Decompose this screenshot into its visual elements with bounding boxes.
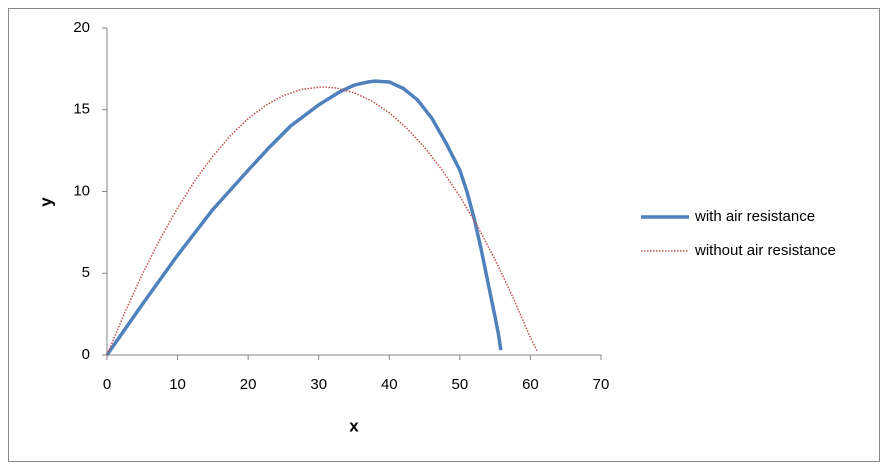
y-tick-label: 10: [73, 182, 90, 199]
x-tick-label: 50: [452, 376, 469, 393]
y-tick-label: 15: [73, 101, 90, 118]
legend-label: with air resistance: [694, 208, 815, 225]
y-tick-label: 20: [73, 19, 90, 36]
y-axis-title: y: [36, 197, 55, 207]
x-tick-label: 40: [381, 376, 398, 393]
y-tick-label: 5: [82, 264, 90, 281]
y-tick-label: 0: [82, 346, 90, 363]
x-tick-label: 0: [103, 376, 111, 393]
chart-frame: [8, 8, 880, 462]
x-tick-label: 10: [169, 376, 186, 393]
data-line: [106, 86, 539, 356]
x-tick-label: 20: [240, 376, 257, 393]
x-tick-label: 70: [593, 376, 610, 393]
x-tick-label: 60: [522, 376, 539, 393]
data-line: [105, 79, 503, 356]
legend-label: without air resistance: [694, 242, 836, 259]
x-tick-label: 30: [310, 376, 327, 393]
x-axis-title: x: [349, 416, 359, 435]
